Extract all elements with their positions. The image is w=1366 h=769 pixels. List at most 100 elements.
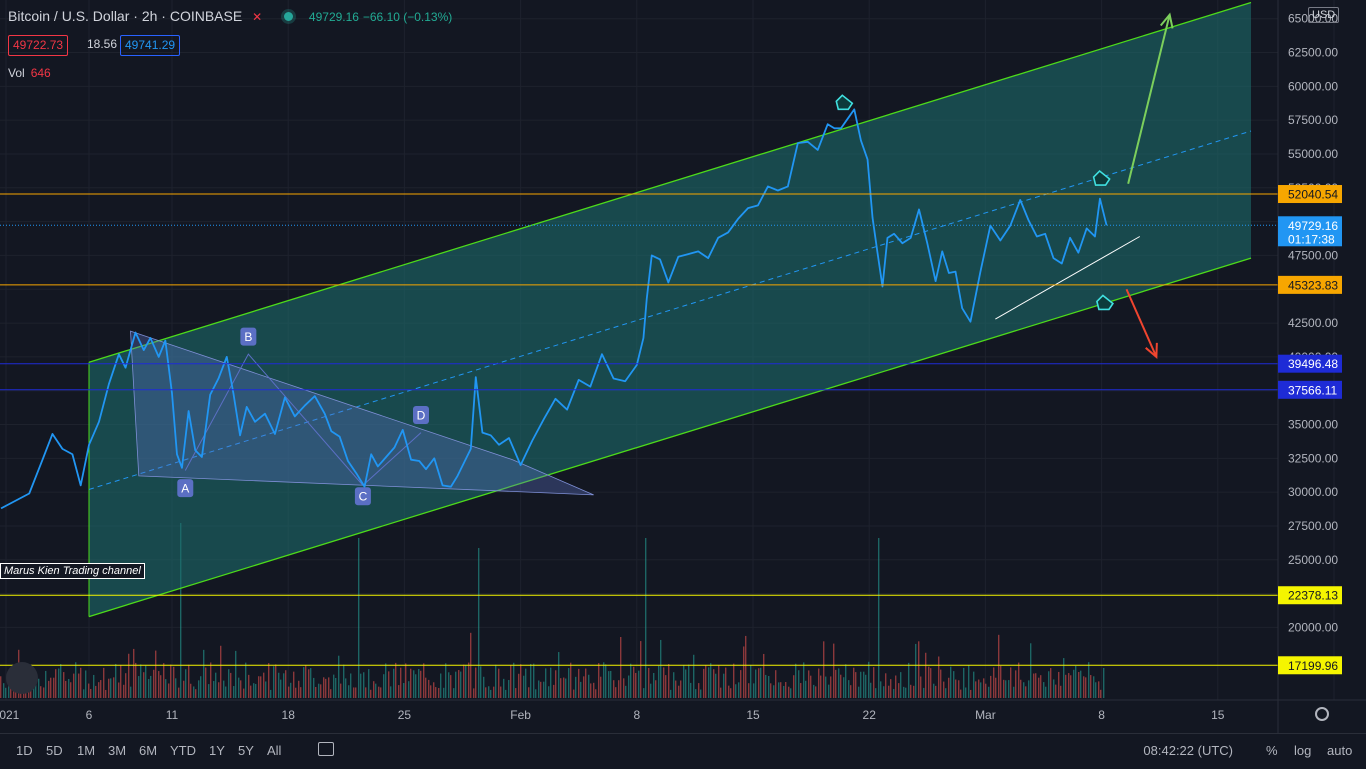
tradingview-logo-icon[interactable] <box>6 662 38 694</box>
volume-bar <box>515 688 517 698</box>
volume-bar <box>618 680 620 698</box>
volume-bar <box>888 685 890 698</box>
bid-price[interactable]: 49722.73 <box>8 35 69 56</box>
volume-bar <box>345 678 347 698</box>
volume-bar <box>885 673 887 698</box>
volume-bar <box>1103 667 1105 698</box>
price-tick-label: 47500.00 <box>1288 248 1338 262</box>
volume-bar <box>1030 643 1032 698</box>
volume-bar <box>975 681 977 698</box>
volume-bar <box>1008 680 1010 698</box>
volume-bar <box>108 678 110 698</box>
timeframe-6m[interactable]: 6M <box>139 743 158 758</box>
volume-bar <box>538 680 540 698</box>
utc-clock[interactable]: 08:42:22 (UTC) <box>1143 743 1233 758</box>
volume-bar <box>695 689 697 698</box>
timeframe-all[interactable]: All <box>267 743 282 758</box>
volume-bar <box>640 641 642 698</box>
volume-bar <box>565 678 567 698</box>
volume-bar <box>140 664 142 698</box>
volume-bar <box>463 664 465 698</box>
calendar-icon[interactable] <box>318 742 334 756</box>
volume-bar <box>1080 670 1082 698</box>
time-axis[interactable]: 2021 6 11 18 25 Feb 8 15 22 Mar 8 15 <box>0 699 1366 722</box>
arrow-up <box>1127 14 1171 184</box>
volume-bar <box>493 686 495 698</box>
volume-bar <box>8 678 10 698</box>
volume-bar <box>318 683 320 698</box>
level-label-6: 17199.96 <box>1288 659 1338 673</box>
volume-bar <box>785 682 787 698</box>
volume-bar <box>768 675 770 698</box>
volume-bar <box>460 671 462 698</box>
symbol-title[interactable]: Bitcoin / U.S. Dollar · 2h · COINBASE <box>8 8 243 24</box>
volume-bar <box>73 673 75 698</box>
volume-bar <box>135 662 137 698</box>
time-tick-label: 22 <box>863 708 877 722</box>
percent-toggle[interactable]: % <box>1266 743 1278 758</box>
timeframe-3m[interactable]: 3M <box>108 743 127 758</box>
volume-bar <box>1058 671 1060 698</box>
timeframe-5d[interactable]: 5D <box>46 743 63 758</box>
volume-bar <box>243 688 245 698</box>
markers-layer: A B C D <box>177 94 1114 506</box>
volume-bar <box>410 668 412 698</box>
volume-bar <box>753 683 755 698</box>
volume-bar <box>725 667 727 698</box>
volume-bar <box>270 689 272 698</box>
volume-bar <box>375 683 377 698</box>
volume-bar <box>948 677 950 698</box>
volume-bar <box>570 662 572 698</box>
watermark-label: Marus Kien Trading channel <box>0 563 145 579</box>
volume-bar <box>1033 673 1035 698</box>
volume-bar <box>845 664 847 698</box>
timeframe-ytd[interactable]: YTD <box>170 743 196 758</box>
price-tick-label: 60000.00 <box>1288 79 1338 93</box>
hand-pointer-icon-2 <box>1092 169 1111 186</box>
volume-bar <box>833 643 835 698</box>
volume-bar <box>368 669 370 698</box>
volume-bar <box>658 665 660 698</box>
volume-bar <box>1020 679 1022 698</box>
currency-badge[interactable]: USD <box>1308 7 1340 23</box>
volume-bar <box>63 672 65 698</box>
volume-bar <box>508 680 510 698</box>
volume-bar <box>968 665 970 698</box>
price-tick-label: 25000.00 <box>1288 553 1338 567</box>
channel-fill <box>89 2 1251 617</box>
timeframe-1m[interactable]: 1M <box>77 743 96 758</box>
volume-bar <box>285 670 287 698</box>
level-label-5: 22378.13 <box>1288 589 1338 603</box>
timeframe-1y[interactable]: 1Y <box>209 743 225 758</box>
volume-bar <box>778 682 780 698</box>
timeframe-1d[interactable]: 1D <box>16 743 33 758</box>
level-label-bg-3 <box>1278 354 1342 373</box>
x-icon[interactable]: ✕ <box>252 10 263 24</box>
volume-bar <box>683 665 685 698</box>
volume-bar <box>543 681 545 698</box>
time-tick-label: 18 <box>282 708 296 722</box>
volume-bar <box>1063 658 1065 698</box>
volume-bar <box>653 672 655 698</box>
volume-bar <box>58 668 60 698</box>
volume-bar <box>878 538 880 698</box>
volume-bar <box>105 689 107 698</box>
gear-icon[interactable] <box>1315 707 1329 721</box>
auto-toggle[interactable]: auto <box>1327 743 1353 758</box>
volume-bar <box>1078 672 1080 698</box>
volume-bar <box>625 685 627 698</box>
volume-bar <box>1045 686 1047 698</box>
volume-bar <box>1055 684 1057 698</box>
timeframe-5y[interactable]: 5Y <box>238 743 254 758</box>
volume-bar <box>548 686 550 698</box>
volume-bar <box>533 663 535 698</box>
volume-bar <box>213 681 215 698</box>
volume-bar <box>645 538 647 698</box>
log-toggle[interactable]: log <box>1294 743 1312 758</box>
ask-price[interactable]: 49741.29 <box>120 35 181 56</box>
volume-bar <box>805 680 807 698</box>
time-tick-label: 2021 <box>0 708 20 722</box>
price-axis[interactable]: 20000.0022500.0025000.0027500.0030000.00… <box>1277 0 1342 733</box>
pattern-point-d-box <box>413 406 429 425</box>
